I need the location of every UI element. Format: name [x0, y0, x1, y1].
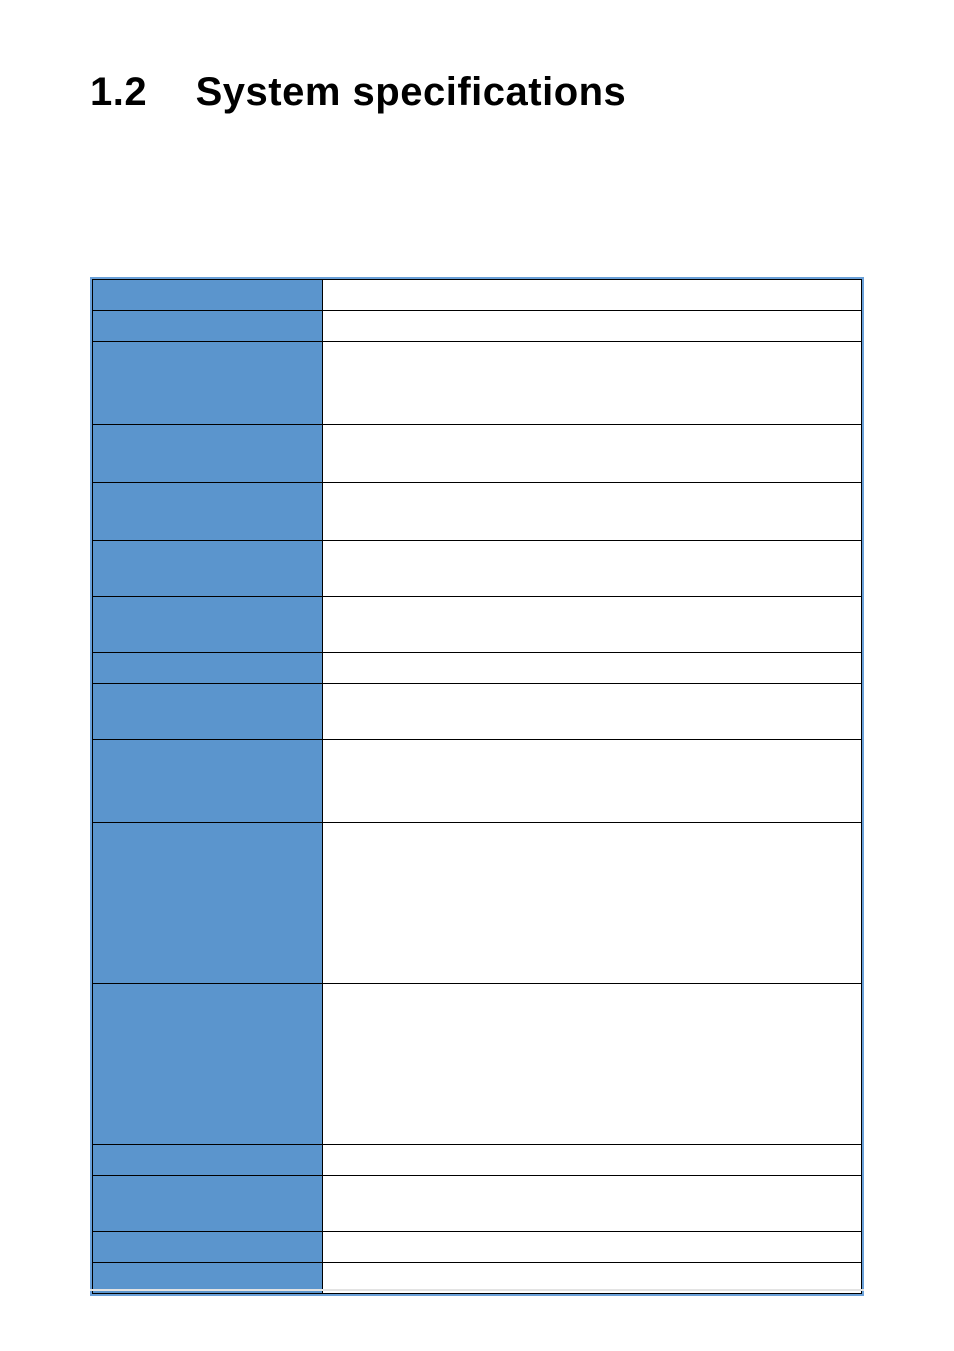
spec-label-cell [93, 653, 323, 684]
section-title: System specifications [196, 70, 627, 114]
spec-value-cell [323, 740, 862, 823]
spec-label-cell [93, 425, 323, 483]
spec-table [92, 279, 862, 1294]
footer-rule [90, 1289, 864, 1291]
table-row [93, 483, 862, 541]
spec-value-cell [323, 483, 862, 541]
table-row [93, 984, 862, 1145]
spec-value-cell [323, 653, 862, 684]
spec-label-cell [93, 1176, 323, 1232]
spec-label-cell [93, 684, 323, 740]
table-row [93, 280, 862, 311]
table-row [93, 311, 862, 342]
spec-label-cell [93, 597, 323, 653]
spec-label-cell [93, 541, 323, 597]
table-row [93, 342, 862, 425]
spec-value-cell [323, 541, 862, 597]
spec-label-cell [93, 280, 323, 311]
section-number: 1.2 [90, 70, 184, 115]
spec-table-wrap [90, 277, 864, 1296]
table-row [93, 653, 862, 684]
table-row [93, 823, 862, 984]
table-row [93, 1145, 862, 1176]
spec-value-cell [323, 1232, 862, 1263]
spec-value-cell [323, 597, 862, 653]
spec-value-cell [323, 984, 862, 1145]
spec-label-cell [93, 740, 323, 823]
table-row [93, 1232, 862, 1263]
table-row [93, 541, 862, 597]
spec-value-cell [323, 823, 862, 984]
spec-value-cell [323, 311, 862, 342]
spec-label-cell [93, 342, 323, 425]
spec-value-cell [323, 1145, 862, 1176]
spec-label-cell [93, 984, 323, 1145]
spec-value-cell [323, 280, 862, 311]
table-row [93, 684, 862, 740]
spec-value-cell [323, 1176, 862, 1232]
table-row [93, 740, 862, 823]
document-page: 1.2 System specifications [0, 0, 954, 1351]
spec-label-cell [93, 1232, 323, 1263]
spec-value-cell [323, 684, 862, 740]
spec-value-cell [323, 342, 862, 425]
table-row [93, 597, 862, 653]
spec-label-cell [93, 823, 323, 984]
spec-label-cell [93, 1145, 323, 1176]
section-heading: 1.2 System specifications [90, 70, 864, 115]
table-row [93, 1176, 862, 1232]
table-row [93, 425, 862, 483]
spec-value-cell [323, 425, 862, 483]
spec-label-cell [93, 311, 323, 342]
spec-label-cell [93, 483, 323, 541]
